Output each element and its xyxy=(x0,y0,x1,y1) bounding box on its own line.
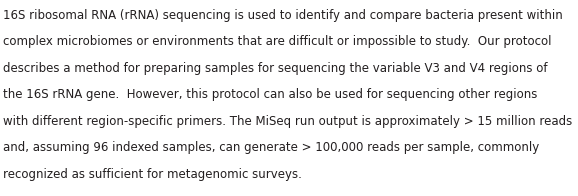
Text: with different region‑specific primers. The MiSeq run output is approximately > : with different region‑specific primers. … xyxy=(3,115,572,128)
Text: 16S ribosomal RNA (rRNA) sequencing is used to identify and compare bacteria pre: 16S ribosomal RNA (rRNA) sequencing is u… xyxy=(3,9,562,22)
Text: complex microbiomes or environments that are difficult or impossible to study.  : complex microbiomes or environments that… xyxy=(3,35,551,48)
Text: recognized as sufficient for metagenomic surveys.: recognized as sufficient for metagenomic… xyxy=(3,168,302,181)
Text: and, assuming 96 indexed samples, can generate > 100,000 reads per sample, commo: and, assuming 96 indexed samples, can ge… xyxy=(3,141,539,154)
Text: describes a method for preparing samples for sequencing the variable V3 and V4 r: describes a method for preparing samples… xyxy=(3,62,547,75)
Text: the 16S rRNA gene.  However, this protocol can also be used for sequencing other: the 16S rRNA gene. However, this protoco… xyxy=(3,88,538,101)
